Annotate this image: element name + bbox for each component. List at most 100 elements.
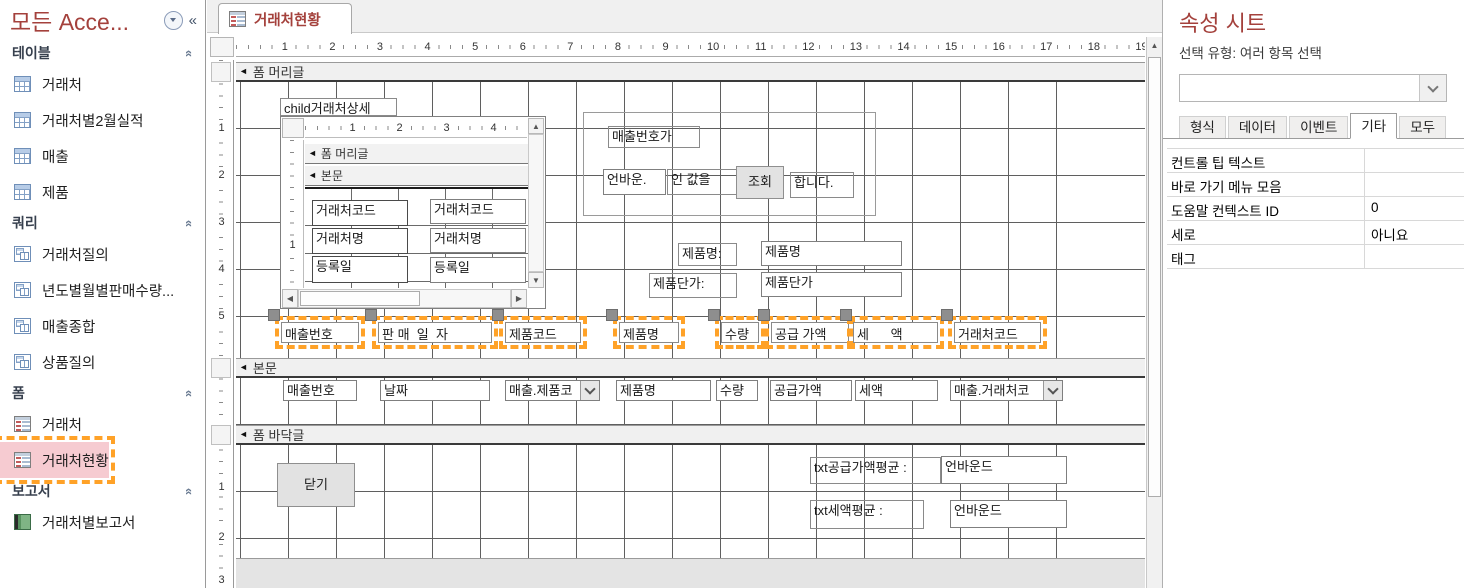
vertical-ruler[interactable]: 1 2 3 4 5 1 2 3 bbox=[210, 60, 234, 588]
selected-column-header[interactable]: 매출번호 bbox=[268, 309, 365, 349]
detail-combobox[interactable]: 매출.제품코 bbox=[505, 380, 600, 401]
avg-supply-textbox[interactable]: 언바운드 bbox=[941, 456, 1067, 484]
search-unbound-textbox[interactable]: 언바운. bbox=[603, 169, 666, 195]
product-name-label[interactable]: 제품명: bbox=[678, 243, 737, 266]
nav-item[interactable]: 제품 bbox=[0, 174, 205, 210]
subform-scroll-up-icon[interactable]: ▲ bbox=[528, 118, 544, 134]
subform-vscroll-track[interactable] bbox=[528, 134, 544, 272]
detail-textbox[interactable]: 공급가액 bbox=[770, 380, 852, 401]
selected-column-header[interactable]: 제품명 bbox=[606, 309, 685, 349]
move-handle[interactable] bbox=[758, 309, 770, 321]
avg-supply-label[interactable]: txt공급가액평균 : bbox=[810, 457, 941, 484]
nav-item[interactable]: 거래처별보고서 bbox=[0, 504, 205, 540]
subform-caption-label[interactable]: child거래처상세 bbox=[280, 98, 397, 116]
move-handle[interactable] bbox=[268, 309, 280, 321]
tab-data[interactable]: 데이터 bbox=[1227, 116, 1288, 138]
nav-section-queries[interactable]: 쿼리 « bbox=[0, 210, 205, 236]
product-price-textbox[interactable]: 제품단가 bbox=[761, 272, 902, 297]
horizontal-ruler[interactable]: 12345678910111213141516171819 bbox=[236, 37, 1145, 57]
ruler-corner-box[interactable] bbox=[210, 37, 234, 57]
selected-column-header[interactable]: 제품코드 bbox=[492, 309, 587, 349]
subform-textbox[interactable]: 거래처명 bbox=[430, 228, 526, 253]
move-handle[interactable] bbox=[492, 309, 504, 321]
nav-item[interactable]: 거래처별2월실적 bbox=[0, 102, 205, 138]
tab-event[interactable]: 이벤트 bbox=[1289, 116, 1349, 138]
move-handle[interactable] bbox=[606, 309, 618, 321]
selected-column-header[interactable]: 공급 가액 bbox=[758, 309, 855, 349]
scroll-up-icon[interactable]: ▲ bbox=[1147, 37, 1162, 54]
selected-column-header[interactable]: 거래처코드 bbox=[941, 309, 1047, 349]
subform-label[interactable]: 거래처코드 bbox=[312, 200, 408, 226]
document-tab-form[interactable]: 거래처현황 bbox=[218, 3, 352, 34]
detail-textbox[interactable]: 날짜 bbox=[380, 380, 490, 401]
nav-section-reports[interactable]: 보고서 « bbox=[0, 478, 205, 504]
detail-textbox[interactable]: 제품명 bbox=[616, 380, 711, 401]
subform-section-bar-detail[interactable]: ◄ 본문 bbox=[305, 166, 528, 186]
avg-tax-textbox[interactable]: 언바운드 bbox=[950, 500, 1067, 528]
property-value[interactable] bbox=[1365, 173, 1464, 196]
subform-textbox[interactable]: 등록일 bbox=[430, 257, 526, 283]
subform-scroll-right-icon[interactable]: ▶ bbox=[511, 289, 527, 308]
nav-pane-header[interactable]: 모든 Acce... « bbox=[0, 0, 205, 40]
search-group-rectangle[interactable] bbox=[583, 112, 876, 216]
subform-textbox[interactable]: 거래처코드 bbox=[430, 199, 526, 224]
nav-item[interactable]: 년도별월별판매수량... bbox=[0, 272, 205, 308]
close-form-button[interactable]: 닫기 bbox=[277, 463, 355, 507]
detail-textbox[interactable]: 세액 bbox=[855, 380, 938, 401]
section-bar-form-footer[interactable]: ◄ 폼 바닥글 bbox=[236, 425, 1145, 445]
combo-dropdown-icon[interactable] bbox=[580, 381, 599, 400]
property-value[interactable]: 아니요 bbox=[1371, 228, 1409, 243]
property-value[interactable] bbox=[1365, 149, 1464, 172]
nav-section-tables[interactable]: 테이블 « bbox=[0, 40, 205, 66]
subform-hscroll-thumb[interactable] bbox=[300, 291, 420, 306]
nav-item[interactable]: 상품질의 bbox=[0, 344, 205, 380]
nav-item[interactable]: 거래처 bbox=[0, 406, 205, 442]
subform-vertical-ruler[interactable]: 1 bbox=[282, 140, 304, 288]
scroll-thumb[interactable] bbox=[1148, 57, 1161, 497]
combo-dropdown-button[interactable] bbox=[1419, 75, 1446, 101]
subform-scroll-down-icon[interactable]: ▼ bbox=[528, 272, 544, 288]
search-suffix-label[interactable]: 합니다. bbox=[790, 172, 854, 198]
tab-format[interactable]: 형식 bbox=[1179, 116, 1226, 138]
property-value[interactable] bbox=[1365, 245, 1464, 268]
selected-column-header[interactable]: 판 매 일 자 bbox=[365, 309, 498, 349]
section-bar-form-header[interactable]: ◄ 폼 머리글 bbox=[236, 62, 1145, 82]
detail-textbox[interactable]: 수량 bbox=[716, 380, 758, 401]
subform-ruler-corner[interactable] bbox=[282, 118, 304, 138]
selected-column-header[interactable]: 세 액 bbox=[840, 309, 944, 349]
form-header-grid[interactable] bbox=[236, 82, 1145, 358]
search-button[interactable]: 조회 bbox=[736, 166, 784, 199]
subform-section-bar-header[interactable]: ◄ 폼 머리글 bbox=[305, 144, 528, 164]
nav-item[interactable]: 매출종합 bbox=[0, 308, 205, 344]
property-value[interactable]: 0 bbox=[1371, 200, 1379, 215]
nav-item[interactable]: 거래처 bbox=[0, 66, 205, 102]
tab-other[interactable]: 기타 bbox=[1350, 113, 1398, 139]
product-price-label[interactable]: 제품단가: bbox=[649, 273, 737, 298]
shutter-bar-collapse-icon[interactable]: « bbox=[188, 11, 197, 29]
tab-all[interactable]: 모두 bbox=[1399, 116, 1447, 138]
subform-scroll-left-icon[interactable]: ◀ bbox=[282, 289, 298, 308]
filter-dropdown-icon[interactable] bbox=[163, 10, 183, 30]
detail-textbox[interactable]: 매출번호 bbox=[283, 380, 357, 401]
move-handle[interactable] bbox=[708, 309, 720, 321]
nav-section-forms[interactable]: 폼 « bbox=[0, 380, 205, 406]
product-name-textbox[interactable]: 제품명 bbox=[761, 241, 902, 266]
nav-pane-title[interactable]: 모든 Acce... bbox=[10, 9, 130, 35]
combo-dropdown-icon[interactable] bbox=[1043, 381, 1062, 400]
move-handle[interactable] bbox=[365, 309, 377, 321]
canvas-vertical-scrollbar[interactable]: ▲ bbox=[1146, 37, 1162, 588]
search-caption-label[interactable]: 매출번호가 bbox=[608, 126, 700, 148]
move-handle[interactable] bbox=[941, 309, 953, 321]
selection-combobox[interactable] bbox=[1179, 74, 1447, 102]
search-middle-label[interactable]: 인 값을 bbox=[667, 169, 744, 195]
nav-item[interactable]: 매출 bbox=[0, 138, 205, 174]
selected-column-header[interactable]: 수량 bbox=[708, 309, 765, 349]
detail-combobox[interactable]: 매출.거래처코 bbox=[950, 380, 1063, 401]
avg-tax-label[interactable]: txt세액평균 : bbox=[810, 500, 924, 529]
nav-item[interactable]: 거래처질의 bbox=[0, 236, 205, 272]
subform-label[interactable]: 거래처명 bbox=[312, 228, 408, 254]
move-handle[interactable] bbox=[840, 309, 852, 321]
subform-label[interactable]: 등록일 bbox=[312, 256, 408, 283]
